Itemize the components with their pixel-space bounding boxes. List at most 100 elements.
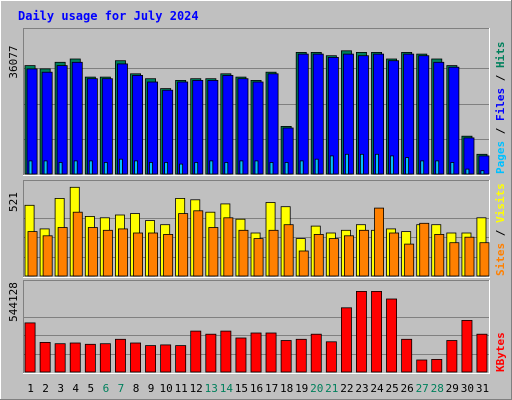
bar-kbytes-day-25 <box>386 298 398 373</box>
bar-files-day-10 <box>162 89 174 175</box>
bar-pages-day-19 <box>299 160 304 175</box>
bar-files-day-28 <box>433 61 445 175</box>
legend-visits-sites-part-0: Sites <box>494 243 507 276</box>
bar-kbytes-day-14 <box>220 330 232 373</box>
legend-hits-files-pages-part-4: Hits <box>494 42 507 69</box>
bar-files-day-3 <box>56 65 68 175</box>
bar-pages-day-5 <box>88 160 93 175</box>
bar-kbytes-day-2 <box>39 341 51 373</box>
bar-files-day-26 <box>403 53 415 175</box>
bar-pages-day-25 <box>390 155 394 175</box>
bar-kbytes-day-4 <box>69 342 81 373</box>
bar-sites-day-15 <box>238 229 249 277</box>
x-tick-label-day-9: 9 <box>148 382 155 395</box>
bar-files-day-27 <box>418 55 430 175</box>
bar-kbytes-day-5 <box>84 343 96 373</box>
bar-kbytes-day-18 <box>280 340 292 373</box>
x-tick-label-day-27: 27 <box>416 382 429 395</box>
bar-kbytes-day-12 <box>190 330 202 373</box>
y-max-labels: 36077 521 544128 <box>7 45 20 321</box>
legend-kbytes-part-0: KBytes <box>494 332 507 372</box>
bar-sites-day-30 <box>464 236 475 277</box>
bar-sites-day-22 <box>343 235 354 277</box>
bar-kbytes-day-17 <box>265 332 277 373</box>
legend-hits-files-pages: Pages / Files / Hits <box>494 42 507 175</box>
bar-pages-day-22 <box>344 153 349 175</box>
bar-kbytes-day-27 <box>416 359 428 373</box>
x-tick-label-day-5: 5 <box>87 382 94 395</box>
bar-files-day-11 <box>177 81 189 175</box>
legend-hits-files-pages-part-3: / <box>494 68 507 88</box>
bar-pages-day-11 <box>179 163 184 175</box>
bar-sites-day-11 <box>178 213 189 277</box>
bar-sites-day-2 <box>42 235 53 277</box>
bar-sites-day-8 <box>133 232 144 277</box>
bar-kbytes-day-16 <box>250 332 262 373</box>
bar-files-day-13 <box>207 80 219 175</box>
bar-kbytes-day-26 <box>401 338 413 373</box>
bar-files-day-14 <box>222 75 234 175</box>
bar-kbytes-day-11 <box>175 345 187 373</box>
bar-sites-day-28 <box>434 233 445 277</box>
bar-pages-day-18 <box>284 162 289 175</box>
x-tick-label-day-18: 18 <box>280 382 293 395</box>
x-tick-label-day-29: 29 <box>446 382 459 395</box>
x-tick-label-day-28: 28 <box>431 382 444 395</box>
x-tick-label-day-16: 16 <box>250 382 263 395</box>
bar-sites-day-1 <box>27 231 38 277</box>
legends: Pages / Files / Hits Sites / Visits KBytes <box>494 42 507 373</box>
bar-sites-day-27 <box>419 222 430 277</box>
x-tick-label-day-7: 7 <box>118 382 125 395</box>
x-tick-label-day-14: 14 <box>220 382 234 395</box>
bar-sites-day-17 <box>268 229 279 277</box>
bar-kbytes-day-20 <box>310 333 322 373</box>
bar-sites-day-3 <box>57 227 68 277</box>
x-tick-label-day-4: 4 <box>72 382 79 395</box>
bar-kbytes-day-8 <box>130 342 142 373</box>
x-tick-label-day-8: 8 <box>133 382 140 395</box>
bar-sites-day-14 <box>223 217 234 277</box>
bar-sites-day-10 <box>163 233 174 277</box>
bar-pages-day-20 <box>314 158 319 175</box>
bar-kbytes-day-23 <box>355 290 367 373</box>
bar-files-day-20 <box>312 53 324 175</box>
bar-kbytes-day-7 <box>115 338 126 373</box>
bar-sites-day-20 <box>313 233 324 277</box>
bar-sites-day-24 <box>374 207 385 277</box>
x-tick-label-day-11: 11 <box>175 382 188 395</box>
bar-kbytes-day-19 <box>295 338 307 373</box>
x-tick-label-day-21: 21 <box>325 382 338 395</box>
bar-sites-day-4 <box>72 211 83 277</box>
bar-pages-day-6 <box>103 162 108 175</box>
bar-pages-day-29 <box>450 162 455 175</box>
bar-kbytes-day-28 <box>431 358 443 373</box>
x-tick-label-day-12: 12 <box>190 382 203 395</box>
bar-pages-day-13 <box>209 160 214 175</box>
legend-hits-files-pages-part-1: / <box>494 121 507 141</box>
bar-files-day-9 <box>147 81 159 175</box>
bar-pages-day-21 <box>329 155 334 175</box>
bar-pages-day-7 <box>119 158 123 175</box>
legend-kbytes: KBytes <box>494 332 507 372</box>
x-tick-label-day-6: 6 <box>103 382 110 395</box>
bars-layer <box>24 50 490 373</box>
bar-kbytes-day-3 <box>54 343 66 373</box>
bar-sites-day-6 <box>102 229 113 277</box>
chart-title: Daily usage for July 2024 <box>18 9 199 23</box>
x-tick-label-day-25: 25 <box>385 382 398 395</box>
x-tick-labels: 1 2 3 4 5 6 7 8 9 10 11 12 13 14 15 16 17 18 19 20 21 22 23 24 2… <box>27 382 489 395</box>
bar-kbytes-day-13 <box>205 333 217 373</box>
bar-kbytes-day-22 <box>340 307 352 373</box>
bar-files-day-4 <box>71 61 83 175</box>
bar-pages-day-28 <box>435 160 440 175</box>
bar-files-day-16 <box>252 81 264 175</box>
bar-kbytes-day-9 <box>145 345 157 373</box>
bar-sites-day-9 <box>148 232 159 277</box>
legend-visits-sites: Sites / Visits <box>494 183 507 276</box>
y-max-label-kbytes: 544128 <box>7 282 20 322</box>
x-tick-label-day-31: 31 <box>476 382 489 395</box>
bar-pages-day-10 <box>164 162 169 175</box>
bar-files-day-12 <box>192 80 204 175</box>
x-tick-label-day-1: 1 <box>27 382 34 395</box>
